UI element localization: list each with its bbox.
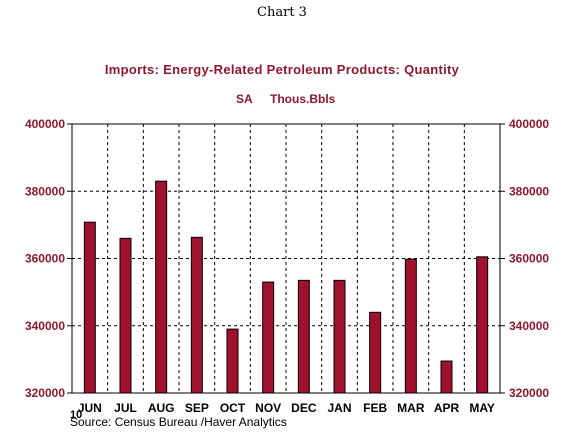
chart-title: Imports: Energy-Related Petroleum Produc… xyxy=(104,62,460,77)
x-tick-label: MAY xyxy=(469,401,495,415)
source-note: Source: Census Bureau /Haver Analytics xyxy=(70,415,287,429)
chart-caption: Chart 3 xyxy=(257,5,307,20)
x-tick-label: JUL xyxy=(114,401,137,415)
y-tick-label-left: 400000 xyxy=(25,117,65,131)
bar-sep xyxy=(190,236,203,394)
bar-nov xyxy=(262,281,275,394)
bar-aug xyxy=(155,180,168,394)
x-tick-label: DEC xyxy=(291,401,317,415)
x-tick-label: MAR xyxy=(397,401,425,415)
year-label: 10 xyxy=(70,409,83,421)
bar-jan xyxy=(333,279,346,394)
x-tick-label: SEP xyxy=(185,401,209,415)
bar-jul xyxy=(119,237,132,394)
grid-lines xyxy=(72,124,500,393)
y-axis-right: 320000 340000 360000 380000 400000 xyxy=(500,117,549,400)
chart-subtitle-sa: SA xyxy=(236,92,253,106)
bar-mar xyxy=(404,258,417,394)
x-tick-label: OCT xyxy=(220,401,246,415)
bar-jun xyxy=(83,221,96,394)
y-tick-label-left: 380000 xyxy=(25,184,65,198)
x-axis: JUN JUL AUG SEP OCT NOV DEC JAN FEB MAR APR MAY xyxy=(78,401,495,415)
bar-may xyxy=(476,256,489,394)
x-tick-label: NOV xyxy=(255,401,281,415)
y-tick-label-left: 320000 xyxy=(25,386,65,400)
y-tick-label-right: 320000 xyxy=(509,386,549,400)
bar-oct xyxy=(226,328,239,394)
bar-feb xyxy=(369,311,382,394)
y-tick-label-left: 360000 xyxy=(25,252,65,266)
bar-dec xyxy=(297,279,310,394)
x-tick-label: JUN xyxy=(78,401,102,415)
y-tick-label-right: 400000 xyxy=(509,117,549,131)
x-tick-label: FEB xyxy=(363,401,387,415)
bar-apr xyxy=(440,360,453,394)
y-tick-label-right: 380000 xyxy=(509,184,549,198)
y-axis-left: 320000 340000 360000 380000 400000 xyxy=(25,117,72,400)
y-tick-label-right: 360000 xyxy=(509,252,549,266)
x-tick-label: JAN xyxy=(327,401,351,415)
x-tick-label: APR xyxy=(434,401,460,415)
y-tick-label-left: 340000 xyxy=(25,319,65,333)
chart-subtitle-units: Thous.Bbls xyxy=(270,92,336,106)
bars xyxy=(83,180,489,394)
y-tick-label-right: 340000 xyxy=(509,319,549,333)
x-tick-label: AUG xyxy=(148,401,175,415)
